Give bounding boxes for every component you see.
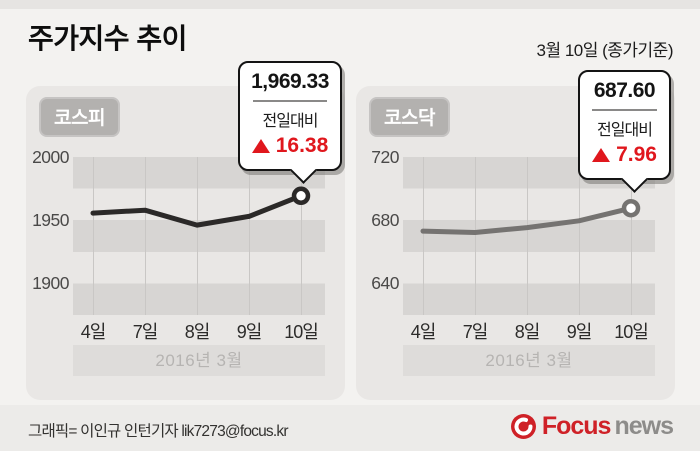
kospi-badge: 코스피	[39, 97, 120, 137]
x-gridline	[197, 157, 198, 315]
y-axis-tick: 640	[371, 273, 399, 294]
x-gridline	[145, 157, 146, 315]
x-gridline	[527, 157, 528, 315]
코스닥-line-chart	[420, 198, 641, 235]
kosdaq-badge: 코스닥	[369, 97, 450, 137]
y-axis-tick: 680	[371, 210, 399, 231]
kospi-change-label: 전일대비	[262, 112, 319, 130]
코스피-line-chart	[90, 186, 311, 228]
kospi-change-value: 16.38	[275, 133, 329, 157]
kosdaq-month-band: 2016년 3월	[403, 345, 655, 376]
x-gridline	[423, 157, 424, 315]
x-gridline	[301, 157, 302, 315]
index-line	[90, 193, 304, 228]
x-axis-tick: 7일	[462, 322, 489, 342]
kosdaq-callout: 687.60 전일대비 7.96	[578, 70, 671, 193]
up-triangle-icon	[251, 138, 270, 153]
kosdaq-change-row: 7.96	[580, 143, 669, 167]
last-point-marker	[621, 198, 641, 218]
kospi-callout: 1,969.33 전일대비 16.38	[238, 61, 342, 184]
last-point-marker	[291, 186, 311, 206]
kospi-month-band: 2016년 3월	[73, 345, 325, 376]
x-axis-tick: 9일	[566, 322, 593, 342]
x-axis-tick: 4일	[80, 322, 107, 342]
x-axis-tick: 4일	[410, 322, 437, 342]
x-axis-tick: 9일	[236, 322, 263, 342]
y-axis-tick: 2000	[32, 147, 69, 167]
kosdaq-change-value: 7.96	[616, 142, 657, 166]
x-gridline	[579, 157, 580, 315]
kosdaq-change-label: 전일대비	[597, 121, 653, 139]
divider	[591, 109, 658, 111]
date-label: 3월 10일 (종가기준)	[536, 41, 674, 60]
y-axis-tick: 720	[371, 147, 399, 167]
credit-line: 그래픽= 이인규 인턴기자 lik7273@focus.kr	[28, 423, 289, 440]
x-axis-tick: 10일	[614, 322, 649, 342]
focus-swirl-icon	[510, 414, 536, 439]
kosdaq-plot-area	[403, 157, 655, 315]
x-gridline	[93, 157, 94, 315]
up-triangle-icon	[592, 147, 611, 162]
focus-news-logo: Focus news	[510, 412, 674, 441]
y-axis-tick: 1950	[32, 210, 69, 231]
kospi-plot-area	[73, 157, 325, 315]
index-line	[420, 205, 634, 235]
x-axis-tick: 10일	[284, 322, 319, 342]
x-axis-tick: 8일	[184, 322, 211, 342]
x-gridline	[631, 157, 632, 315]
x-gridline	[249, 157, 250, 315]
x-axis-tick: 8일	[514, 322, 541, 342]
x-axis-tick: 7일	[132, 322, 159, 342]
footer-strip	[0, 405, 700, 451]
logo-brand-text: Focus	[541, 412, 612, 440]
top-strip	[0, 0, 700, 9]
page-title: 주가지수 추이	[28, 23, 187, 54]
divider	[253, 100, 327, 102]
kosdaq-close-value: 687.60	[593, 79, 656, 102]
logo-suffix-text: news	[614, 412, 674, 440]
kospi-close-value: 1,969.33	[251, 70, 329, 93]
kospi-change-row: 16.38	[240, 134, 340, 158]
y-axis-tick: 1900	[32, 273, 69, 294]
x-gridline	[475, 157, 476, 315]
